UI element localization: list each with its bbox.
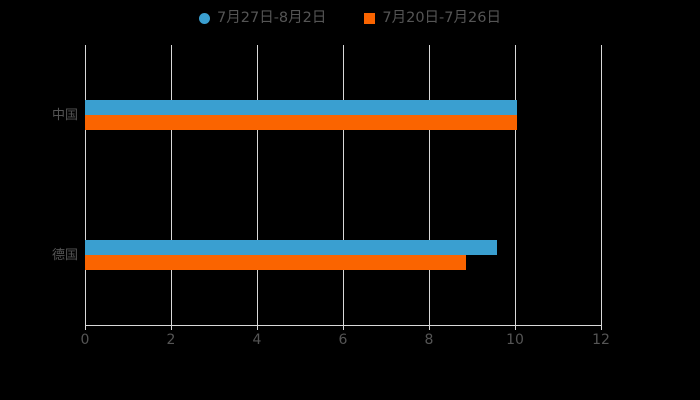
legend-circle-marker-icon [199, 12, 211, 24]
x-tick-label-4: 4 [252, 332, 262, 348]
x-tick-mark-4 [257, 325, 258, 330]
x-tick-label-10: 10 [506, 332, 524, 348]
gridline-x-12 [601, 45, 602, 325]
x-tick-label-2: 2 [166, 332, 176, 348]
bar-德国-series-1[interactable] [85, 240, 497, 255]
x-tick-mark-0 [85, 325, 86, 330]
legend-label-series-2: 7月20日-7月26日 [382, 9, 501, 26]
legend-item-series-2[interactable]: 7月20日-7月26日 [364, 11, 501, 26]
x-tick-label-0: 0 [80, 332, 90, 348]
category-label-wrap-0: 中国 [0, 109, 78, 122]
x-tick-label-12: 12 [592, 332, 610, 348]
bar-中国-series-2[interactable] [85, 115, 518, 130]
gridline-x-8 [429, 45, 430, 325]
x-tick-mark-8 [429, 325, 430, 330]
x-tick-label-6: 6 [338, 332, 348, 348]
legend-label-series-1: 7月27日-8月2日 [217, 9, 327, 26]
legend-square-marker-icon [364, 12, 376, 24]
bar-中国-series-1[interactable] [85, 100, 518, 115]
category-label-德国: 德国 [51, 248, 78, 263]
x-tick-mark-12 [601, 325, 602, 330]
bar-德国-series-2[interactable] [85, 255, 466, 270]
x-tick-mark-6 [343, 325, 344, 330]
legend-item-series-1[interactable]: 7月27日-8月2日 [199, 11, 326, 26]
category-label-中国: 中国 [51, 108, 78, 123]
chart-legend: 7月27日-8月2日 7月20日-7月26日 [0, 6, 700, 30]
gridline-x-6 [343, 45, 344, 325]
x-tick-mark-10 [515, 325, 516, 330]
gridline-x-2 [171, 45, 172, 325]
gridline-x-10 [515, 45, 516, 325]
gridline-x-0 [85, 45, 86, 325]
x-tick-mark-2 [171, 325, 172, 330]
plot-area [85, 45, 602, 325]
x-tick-label-8: 8 [424, 332, 434, 348]
category-label-wrap-1: 德国 [0, 249, 78, 262]
gridline-x-4 [257, 45, 258, 325]
